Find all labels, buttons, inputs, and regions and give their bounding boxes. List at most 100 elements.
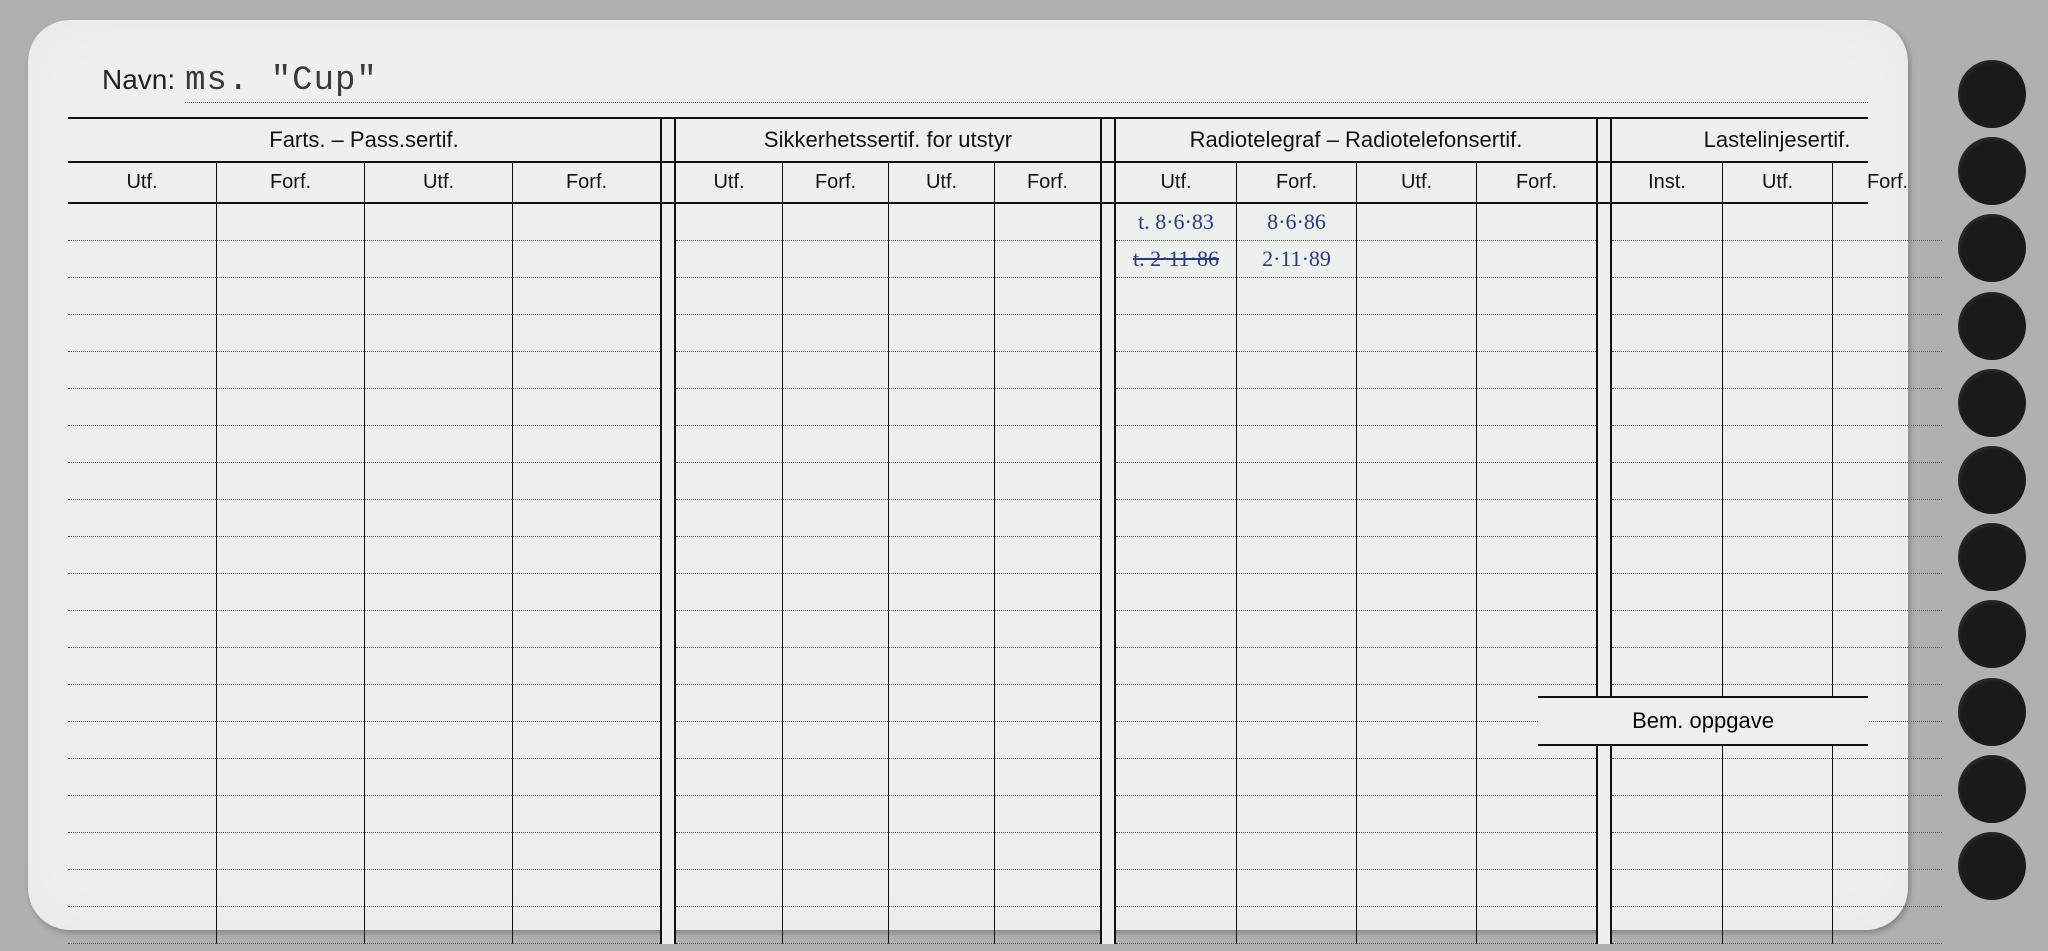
table-cell xyxy=(364,315,512,352)
table-cell xyxy=(364,426,512,463)
table-cell xyxy=(512,870,660,907)
table-cell xyxy=(512,204,660,241)
table-cell xyxy=(1832,352,1942,389)
table-row xyxy=(68,352,1868,389)
table-cell xyxy=(1722,574,1832,611)
column-gap xyxy=(1100,722,1116,759)
table-cell xyxy=(512,315,660,352)
table-cell xyxy=(1722,648,1832,685)
table-cell xyxy=(1236,574,1356,611)
bem-oppgave-box: Bem. oppgave xyxy=(1538,696,1868,746)
group-header-farts: Farts. – Pass.sertif. xyxy=(68,119,660,161)
table-cell xyxy=(1722,833,1832,870)
table-cell xyxy=(512,389,660,426)
table-row: t. 2·11·862·11·89 xyxy=(68,241,1868,278)
table-cell xyxy=(1612,204,1722,241)
table-cell xyxy=(216,352,364,389)
column-gap xyxy=(660,426,676,463)
table-cell xyxy=(1116,759,1236,796)
table-cell xyxy=(1612,500,1722,537)
column-gap xyxy=(1596,352,1612,389)
table-cell xyxy=(994,574,1100,611)
table-cell xyxy=(1832,463,1942,500)
column-gap xyxy=(1596,389,1612,426)
table-cell xyxy=(888,685,994,722)
table-row: t. 8·6·838·6·86 xyxy=(68,204,1868,241)
table-cell xyxy=(782,796,888,833)
table-cell xyxy=(994,907,1100,944)
column-gap xyxy=(1596,500,1612,537)
table-cell xyxy=(1476,796,1596,833)
table-cell xyxy=(676,907,782,944)
table-cell xyxy=(1476,833,1596,870)
table-cell xyxy=(1236,315,1356,352)
table-cell xyxy=(1722,389,1832,426)
column-gap xyxy=(1596,163,1612,202)
column-gap xyxy=(1596,759,1612,796)
table-cell xyxy=(676,241,782,278)
table-cell xyxy=(1722,759,1832,796)
table-cell xyxy=(782,759,888,796)
table-cell xyxy=(994,389,1100,426)
table-cell xyxy=(888,722,994,759)
binder-hole xyxy=(1958,446,2026,514)
table-cell xyxy=(364,537,512,574)
navn-value: ms. "Cup" xyxy=(185,62,1868,103)
table-cell xyxy=(1236,611,1356,648)
table-cell xyxy=(782,574,888,611)
binder-hole xyxy=(1958,137,2026,205)
table-cell xyxy=(888,907,994,944)
table-cell xyxy=(782,278,888,315)
table-cell xyxy=(676,315,782,352)
table-cell xyxy=(1356,204,1476,241)
table-cell xyxy=(676,389,782,426)
table-cell xyxy=(676,611,782,648)
table-cell xyxy=(68,204,216,241)
column-gap xyxy=(1100,463,1116,500)
table-row xyxy=(68,500,1868,537)
table-cell xyxy=(888,648,994,685)
table-cell xyxy=(1612,870,1722,907)
table-cell xyxy=(216,907,364,944)
table-cell xyxy=(1236,426,1356,463)
table-cell xyxy=(782,426,888,463)
table-row xyxy=(68,759,1868,796)
table-cell xyxy=(1476,870,1596,907)
table-cell xyxy=(1832,870,1942,907)
column-gap xyxy=(660,537,676,574)
table-cell xyxy=(1116,463,1236,500)
column-gap xyxy=(660,907,676,944)
table-cell xyxy=(1722,463,1832,500)
table-cell xyxy=(1116,426,1236,463)
column-gap xyxy=(660,163,676,202)
table-row xyxy=(68,463,1868,500)
table-cell xyxy=(888,463,994,500)
column-gap xyxy=(1596,426,1612,463)
column-gap xyxy=(660,648,676,685)
table-cell xyxy=(1116,796,1236,833)
table-cell xyxy=(68,833,216,870)
column-gap xyxy=(1596,241,1612,278)
table-cell xyxy=(1476,241,1596,278)
column-gap xyxy=(1596,648,1612,685)
table-cell xyxy=(1356,241,1476,278)
column-gap xyxy=(1596,907,1612,944)
column-gap xyxy=(1596,574,1612,611)
table-cell xyxy=(68,352,216,389)
table-body: t. 8·6·838·6·86t. 2·11·862·11·89 Bem. op… xyxy=(68,204,1868,944)
table-cell xyxy=(888,278,994,315)
table-cell xyxy=(1356,685,1476,722)
table-cell xyxy=(1236,759,1356,796)
table-cell xyxy=(216,537,364,574)
table-cell xyxy=(1116,722,1236,759)
table-cell xyxy=(1832,241,1942,278)
table-cell xyxy=(782,241,888,278)
table-cell xyxy=(782,648,888,685)
sub-forf: Forf. xyxy=(512,163,660,202)
column-gap xyxy=(660,278,676,315)
binder-hole xyxy=(1958,292,2026,360)
table-row xyxy=(68,537,1868,574)
table-cell xyxy=(364,685,512,722)
table-cell xyxy=(1612,315,1722,352)
table-cell xyxy=(1356,278,1476,315)
